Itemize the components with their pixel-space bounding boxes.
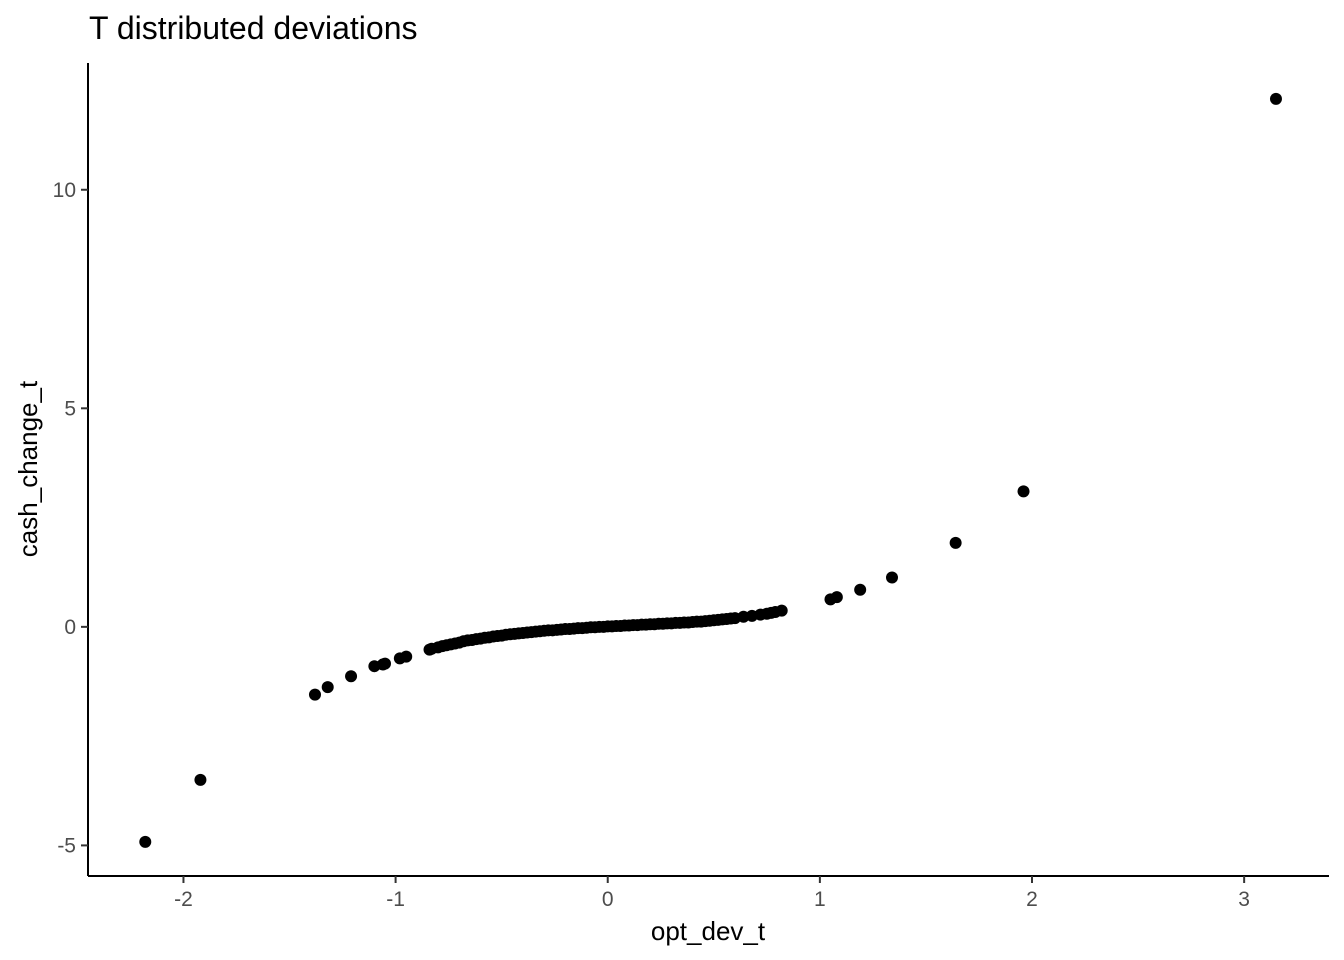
y-axis-ticks: -5 0 5 10 [53,179,88,857]
x-axis-ticks: -2 -1 0 1 2 3 [174,876,1250,911]
data-point-91 [830,591,843,604]
data-points [139,92,1282,848]
data-point-96 [1269,92,1282,105]
data-point-1 [194,773,207,786]
data-point-2 [308,688,321,701]
data-point-95 [1017,485,1030,498]
x-tick-label: 2 [1026,888,1038,911]
x-tick-label: -1 [386,888,405,911]
y-tick-label: 10 [53,179,76,202]
chart-title: T distributed deviations [89,10,417,46]
x-tick-label: 0 [602,888,614,911]
data-point-94 [949,536,962,549]
data-point-3 [321,681,334,694]
data-point-92 [854,583,867,596]
y-tick-label: -5 [57,834,76,857]
data-point-89 [775,604,788,617]
x-tick-label: 1 [814,888,826,911]
data-point-9 [400,650,413,663]
x-axis-title: opt_dev_t [651,916,766,946]
y-tick-label: 0 [64,616,76,639]
x-tick-label: -2 [174,888,193,911]
y-axis-title: cash_change_t [13,380,43,557]
data-point-4 [345,670,358,683]
x-tick-label: 3 [1238,888,1250,911]
data-point-0 [139,835,152,848]
data-point-7 [378,657,391,670]
y-tick-label: 5 [64,397,76,420]
data-point-93 [886,571,898,584]
